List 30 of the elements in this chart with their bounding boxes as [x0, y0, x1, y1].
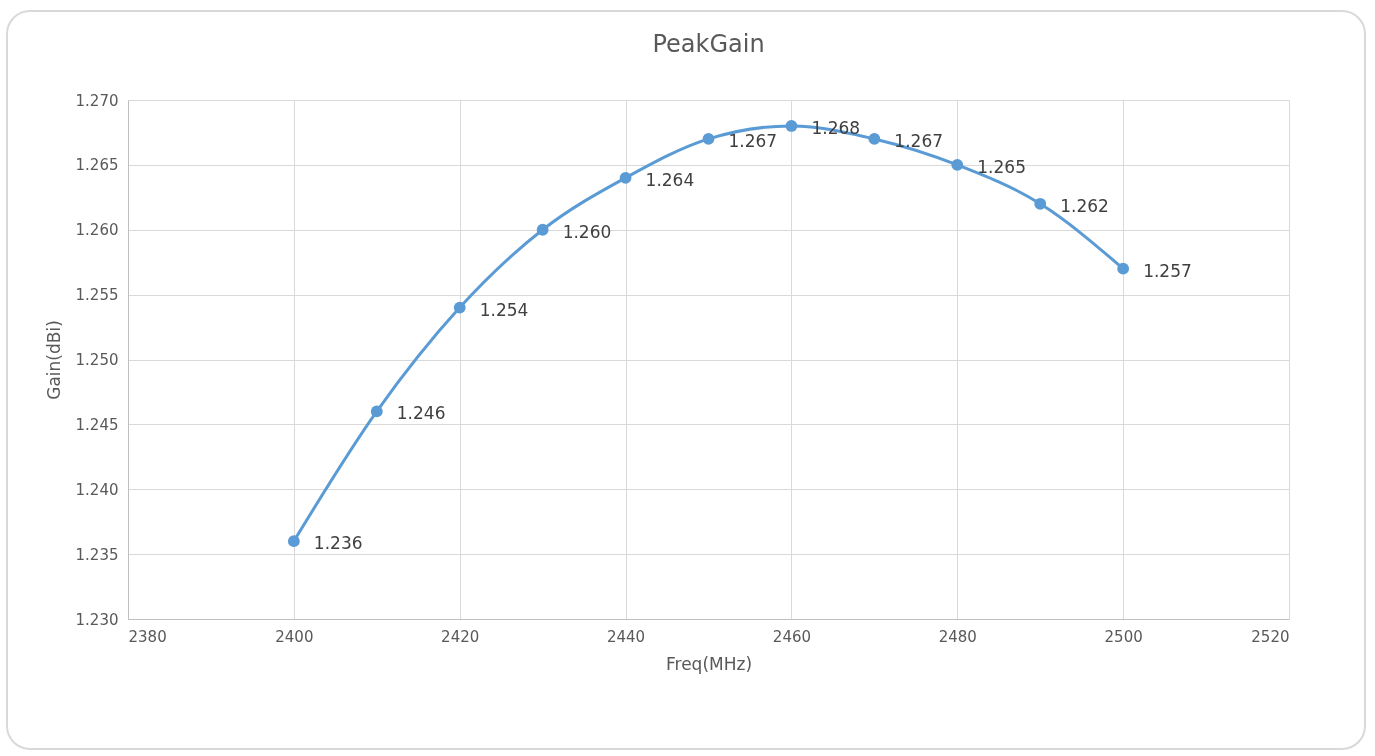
y-tick-label: 1.235 [75, 545, 119, 564]
y-tick-label: 1.240 [75, 480, 119, 499]
data-label: 1.260 [562, 221, 612, 242]
data-label: 1.265 [977, 156, 1026, 177]
x-tick-label: 2500 [1104, 627, 1143, 646]
y-tick-label: 1.250 [75, 351, 119, 369]
data-label: 1.267 [728, 130, 778, 151]
y-tick-label: 1.260 [75, 221, 119, 240]
x-tick-label: 2440 [606, 627, 646, 646]
y-tick-label: 1.230 [75, 610, 119, 629]
data-label: 1.267 [894, 130, 944, 151]
y-axis-title: Gain(dBi) [43, 320, 64, 400]
data-label: 1.246 [396, 403, 446, 424]
data-label: 1.257 [1143, 260, 1192, 281]
x-tick-label: 2460 [772, 627, 812, 646]
y-tick-label: 1.265 [75, 156, 119, 175]
x-tick-label: 2380 [128, 627, 167, 646]
chart-title: PeakGain [652, 30, 765, 58]
x-tick-label: 2480 [938, 627, 977, 646]
data-label: 1.236 [313, 533, 363, 554]
y-tick-label: 1.245 [75, 415, 119, 434]
x-axis-title: Freq(MHz) [665, 653, 753, 674]
x-tick-label: 2420 [441, 627, 480, 646]
data-label: 1.254 [479, 299, 529, 320]
data-label: 1.262 [1060, 195, 1109, 216]
x-tick-label: 2400 [275, 627, 314, 646]
data-label: 1.264 [645, 169, 695, 190]
x-tick-label: 2520 [1251, 627, 1290, 646]
y-tick-label: 1.270 [75, 91, 119, 110]
y-tick-label: 1.255 [75, 286, 119, 305]
